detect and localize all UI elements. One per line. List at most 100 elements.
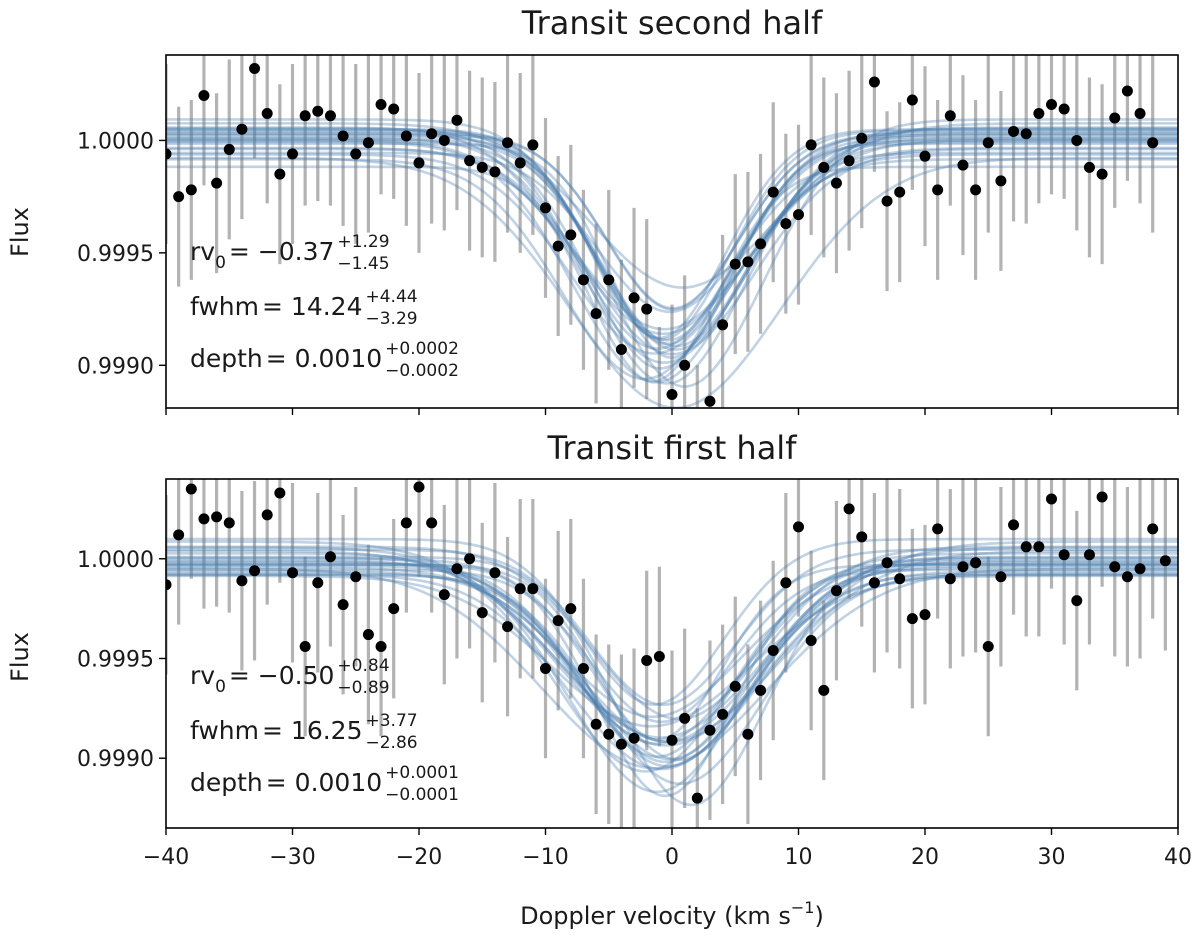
data-point-37 — [628, 732, 640, 744]
data-point-13 — [324, 551, 336, 563]
data-point-14 — [337, 599, 349, 611]
data-point-40 — [666, 734, 678, 746]
data-point-46 — [742, 728, 754, 740]
data-point-7 — [249, 565, 261, 577]
data-point-70 — [1046, 98, 1057, 110]
data-point-51 — [805, 139, 817, 151]
data-point-46 — [742, 256, 754, 268]
bottom-panel-title: Transit first half — [547, 429, 798, 467]
data-point-47 — [755, 684, 767, 696]
data-point-71 — [1058, 103, 1070, 115]
data-point-77 — [1134, 107, 1146, 119]
data-point-4 — [211, 511, 223, 523]
y-tick-label: 0.9990 — [77, 747, 154, 772]
data-point-33 — [577, 662, 589, 674]
data-point-13 — [324, 110, 336, 122]
data-point-6 — [236, 123, 248, 135]
data-point-72 — [1071, 595, 1083, 607]
data-point-69 — [1033, 107, 1045, 119]
data-point-48 — [767, 645, 779, 657]
data-point-34 — [590, 718, 602, 730]
data-point-64 — [970, 184, 982, 196]
model-curve-4 — [166, 133, 1178, 310]
data-point-3 — [198, 513, 210, 525]
data-point-22 — [438, 589, 450, 601]
x-axis-label: Doppler velocity (km s−1) — [520, 898, 824, 930]
model-curve-14 — [166, 566, 1178, 719]
data-point-0 — [166, 579, 172, 591]
model-curve-21 — [166, 122, 1178, 289]
y-tick-label: 1.0000 — [77, 129, 154, 154]
data-point-11 — [299, 641, 311, 653]
data-point-63 — [957, 159, 969, 171]
model-curve-16 — [166, 153, 1178, 355]
model-curve-19 — [166, 158, 1178, 381]
data-point-35 — [603, 728, 615, 740]
annotation-fwhm: fwhm = 16.25 — [190, 716, 362, 745]
x-axis-label-text: Doppler velocity (km s — [520, 902, 791, 930]
data-point-47 — [755, 238, 767, 250]
x-axis-label-end: ) — [814, 902, 823, 930]
data-point-70 — [1046, 493, 1057, 505]
model-curve-22 — [166, 140, 1178, 384]
data-point-60 — [919, 150, 931, 162]
x-tick-label: 20 — [911, 845, 939, 870]
data-point-50 — [793, 209, 804, 221]
data-point-60 — [919, 609, 931, 621]
model-curve-8 — [166, 137, 1178, 348]
model-curve-14 — [166, 118, 1178, 388]
data-point-74 — [1096, 491, 1108, 503]
top-panel: Transit second half Flux 0.9990 0.9995 1.0… — [6, 4, 1179, 422]
data-point-79 — [1159, 555, 1171, 567]
annotation-depth-lower: −0.0002 — [385, 361, 459, 381]
data-point-64 — [970, 557, 982, 569]
data-point-61 — [932, 184, 944, 196]
model-curve-8 — [166, 564, 1178, 764]
data-point-8 — [261, 509, 273, 521]
data-point-57 — [881, 195, 893, 207]
model-curve-6 — [166, 574, 1178, 728]
x-tick-label: 40 — [1164, 845, 1192, 870]
data-point-78 — [1147, 523, 1159, 535]
data-point-62 — [944, 573, 956, 585]
model-curve-12 — [166, 151, 1178, 314]
annotation-rv-lower: −0.89 — [337, 678, 389, 698]
data-point-43 — [704, 724, 716, 736]
annotation-fwhm-lower: −3.29 — [365, 309, 417, 329]
data-point-66 — [995, 571, 1007, 583]
data-point-39 — [654, 411, 665, 422]
data-point-49 — [780, 577, 792, 589]
data-point-53 — [830, 585, 842, 597]
annotation-depth-upper: +0.0001 — [385, 763, 459, 783]
top-panel-title: Transit second half — [521, 4, 823, 42]
data-point-48 — [767, 186, 779, 198]
data-point-76 — [1121, 85, 1133, 97]
x-tick-label: 0 — [665, 845, 679, 870]
data-point-2 — [185, 184, 197, 196]
bottom-panel: Transit first half Flux Doppler velocity… — [6, 429, 1192, 930]
model-curve-13 — [166, 560, 1178, 768]
data-point-68 — [1020, 128, 1032, 140]
data-point-56 — [868, 76, 880, 88]
data-point-38 — [641, 303, 653, 315]
model-curve-0 — [166, 559, 1178, 794]
data-point-73 — [1083, 549, 1095, 561]
data-point-16 — [362, 629, 374, 641]
data-point-76 — [1121, 571, 1133, 583]
data-point-27 — [502, 621, 514, 633]
annotation-fwhm-upper: +3.77 — [365, 711, 417, 731]
data-point-55 — [856, 132, 868, 144]
data-point-29 — [527, 139, 539, 151]
data-point-19 — [400, 517, 412, 529]
data-point-51 — [805, 635, 817, 647]
data-point-17 — [375, 641, 387, 653]
data-point-1 — [173, 529, 185, 541]
data-point-68 — [1020, 541, 1032, 553]
model-curve-4 — [166, 567, 1178, 770]
annotation-depth: depth = 0.0010 — [190, 344, 382, 373]
data-point-31 — [552, 615, 564, 627]
model-curve-15 — [166, 548, 1178, 707]
data-point-75 — [1109, 112, 1121, 124]
x-tick-label: −10 — [522, 845, 568, 870]
